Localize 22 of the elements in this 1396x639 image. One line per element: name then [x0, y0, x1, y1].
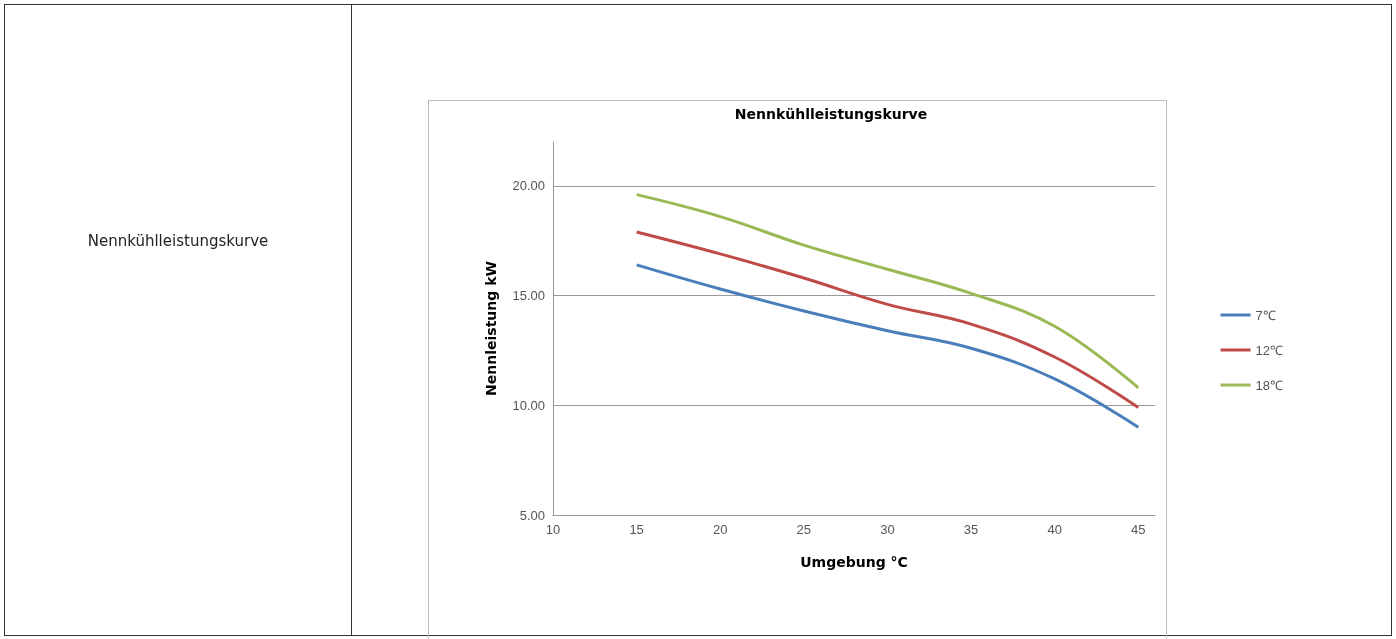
x-tick-label: 35: [963, 522, 979, 537]
y-tick-label: 20.00: [512, 178, 545, 194]
legend-label: 7℃: [1255, 307, 1276, 323]
y-tick-label: 15.00: [512, 288, 545, 304]
x-tick-label: 40: [1047, 522, 1062, 537]
legend-label: 12℃: [1255, 342, 1284, 358]
x-tick-label: 15: [629, 522, 644, 537]
y-tick-label: 5.00: [519, 507, 545, 523]
x-tick-label: 30: [880, 522, 895, 537]
line-series: [635, 230, 1140, 409]
line-series: [635, 193, 1140, 390]
x-tick-label: 20: [712, 522, 728, 537]
text: Nennkühlleistungskurve: [86, 232, 270, 250]
x-axis-title: Umgebung °C: [800, 554, 908, 570]
line-series: [635, 263, 1140, 429]
x-tick-label: 10: [545, 522, 561, 537]
x-tick-label: 45: [1131, 522, 1146, 537]
legend-label: 18℃: [1255, 377, 1284, 393]
chart-title: Nennkühlleistungskurve: [734, 106, 928, 122]
x-tick-label: 25: [796, 522, 812, 537]
y-tick-label: 10.00: [512, 397, 545, 413]
y-axis-title: Nennleistung kW: [483, 261, 499, 396]
